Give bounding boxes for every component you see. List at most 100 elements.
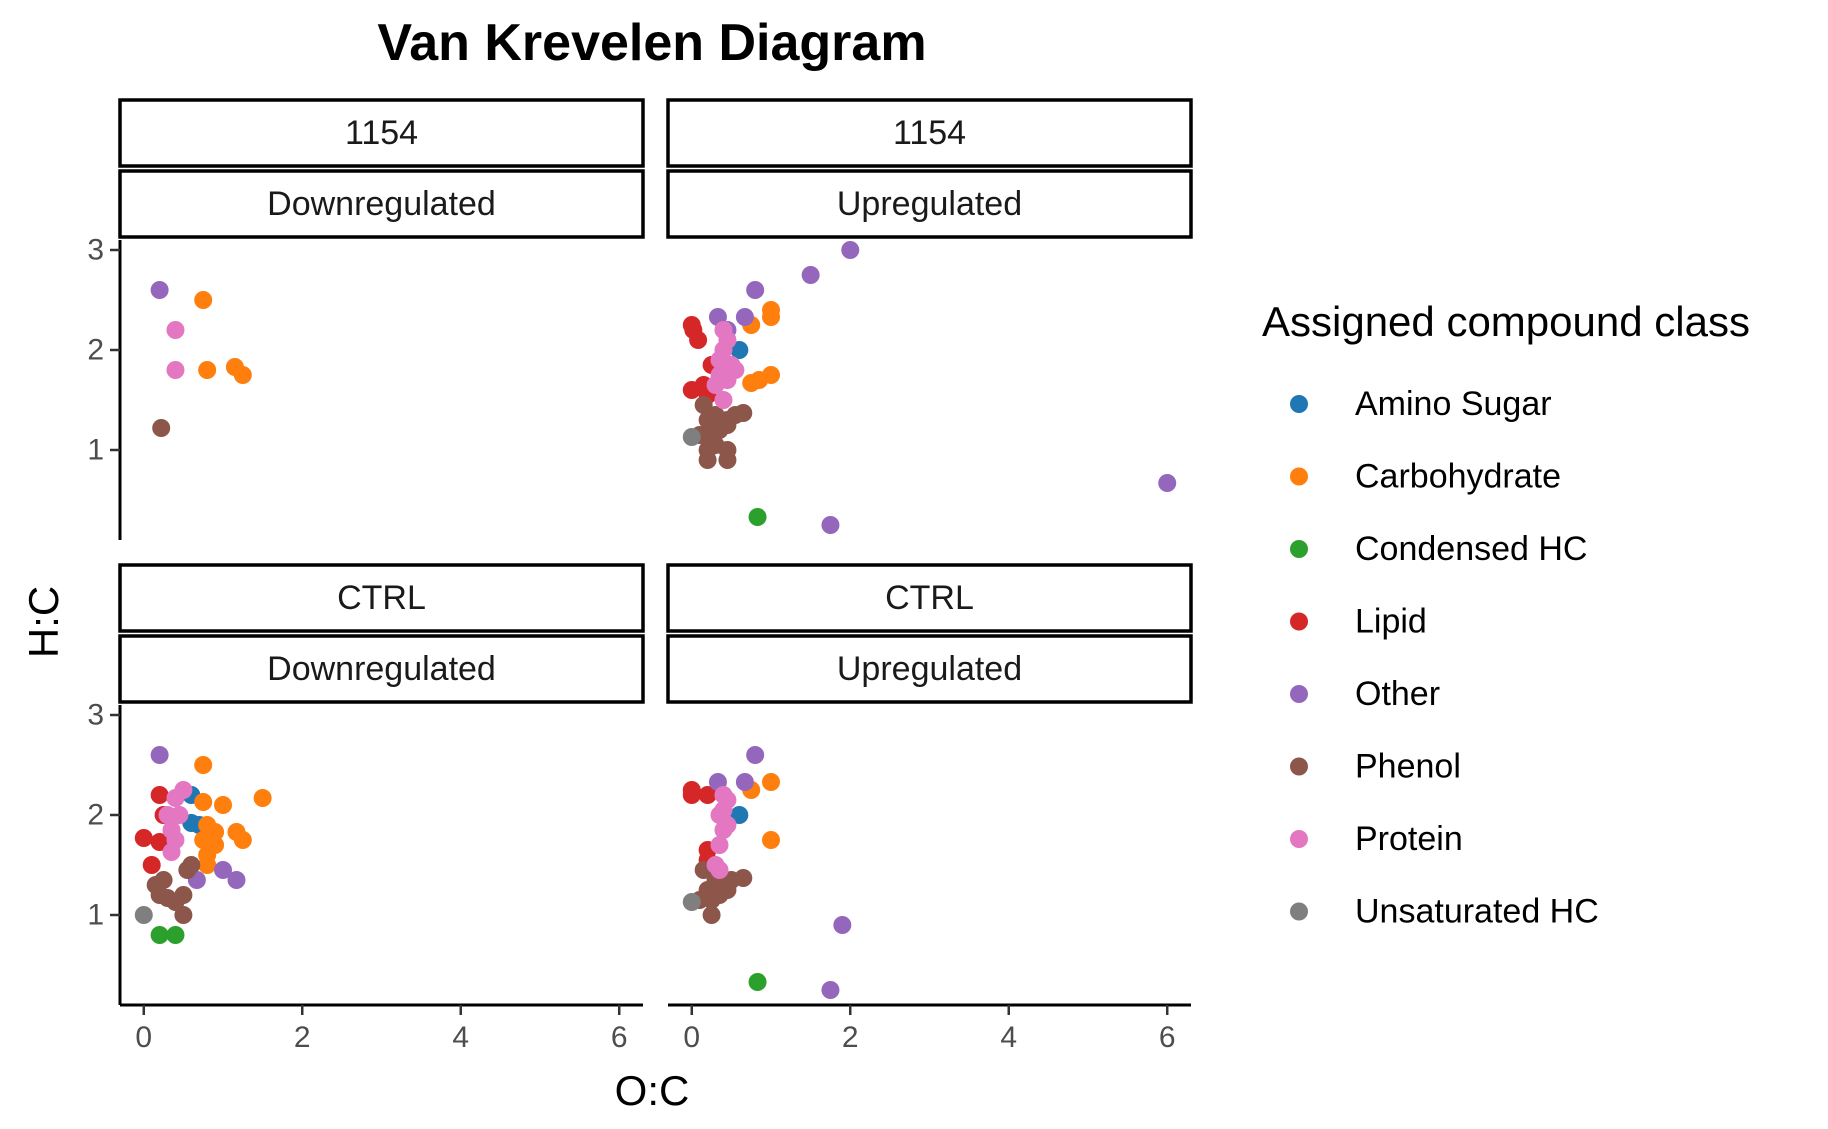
x-axis-title: O:C (615, 1067, 690, 1114)
data-point (682, 428, 701, 446)
facet-panel: CTRL Upregulated 0 2 4 6 (666, 563, 1193, 1054)
legend-item: Amino Sugar (1290, 385, 1552, 423)
facet-strip-bottom (118, 634, 645, 704)
x-tick-label: 4 (1000, 1021, 1017, 1054)
legend-label: Condensed HC (1355, 530, 1587, 568)
data-point (682, 893, 701, 911)
data-point (718, 451, 737, 469)
legend-label: Lipid (1355, 603, 1427, 641)
legend-item: Condensed HC (1290, 530, 1587, 568)
facet-strip-top-label: 1154 (345, 114, 418, 152)
y-axis-title: H:C (20, 586, 67, 658)
facet-panel: 1154 Downregulated 1 2 3 (87, 98, 645, 540)
data-point (730, 806, 749, 824)
data-point (150, 281, 169, 299)
data-point (166, 321, 185, 339)
facet-panel: 1154 Upregulated (666, 98, 1193, 534)
facet-strip-bottom (666, 169, 1193, 239)
x-tick-label: 6 (611, 1021, 628, 1054)
data-point (166, 789, 185, 807)
data-point (833, 916, 852, 934)
legend-key (1290, 757, 1308, 776)
data-point (194, 756, 213, 774)
data-point (710, 836, 729, 854)
data-point (689, 331, 708, 349)
data-point (150, 833, 169, 851)
y-tick-label: 2 (87, 799, 104, 832)
data-point (698, 451, 717, 469)
data-point (841, 241, 860, 259)
legend-key (1290, 612, 1308, 631)
chart-title: Van Krevelen Diagram (377, 14, 926, 72)
legend-key (1290, 830, 1308, 848)
facet-strip-top-label: 1154 (893, 114, 966, 152)
data-point (718, 416, 737, 434)
facet-strip-bottom-label: Upregulated (837, 650, 1022, 688)
facet-strip-bottom (666, 634, 1193, 704)
data-point (142, 856, 161, 874)
data-point (1158, 474, 1177, 492)
data-point (233, 366, 252, 384)
data-point (150, 786, 169, 804)
data-point (694, 396, 713, 414)
y-tick-label: 1 (87, 899, 104, 932)
data-point (682, 786, 701, 804)
y-tick-label: 1 (87, 434, 104, 467)
legend-label: Other (1355, 675, 1440, 713)
data-point (734, 404, 753, 422)
legend-key (1290, 540, 1308, 558)
data-point (174, 886, 193, 904)
data-point (714, 391, 733, 409)
data-point (194, 793, 213, 811)
facet-panels: 1154 Downregulated 1 2 3 1154 Upregulated CTRL D… (87, 98, 1193, 1054)
data-point (253, 789, 272, 807)
data-point (801, 266, 820, 284)
legend-label: Carbohydrate (1355, 458, 1561, 496)
data-point (174, 906, 193, 924)
legend-label: Phenol (1355, 748, 1461, 786)
legend-key (1290, 467, 1308, 486)
legend-key (1290, 685, 1308, 703)
legend-item: Phenol (1290, 748, 1461, 786)
data-point (702, 906, 721, 924)
data-point (762, 308, 781, 326)
data-point (134, 906, 153, 924)
data-point (150, 926, 169, 944)
y-tick-label: 2 (87, 334, 104, 367)
data-point (166, 926, 185, 944)
data-point (214, 861, 233, 879)
data-point (214, 796, 233, 814)
legend-key (1290, 395, 1308, 413)
data-point (746, 281, 765, 299)
y-tick-label: 3 (87, 699, 104, 732)
data-point (746, 746, 765, 764)
data-point (821, 981, 840, 999)
data-point (152, 419, 171, 437)
legend-item: Lipid (1290, 603, 1427, 641)
data-point (170, 806, 189, 824)
data-point (698, 786, 717, 804)
legend-title: Assigned compound class (1262, 298, 1750, 345)
y-tick-label: 3 (87, 234, 104, 267)
data-point (748, 973, 767, 991)
data-point (748, 508, 767, 526)
data-point (742, 374, 761, 392)
x-tick-label: 4 (452, 1021, 469, 1054)
facet-strip-bottom-label: Downregulated (267, 185, 496, 223)
data-point (762, 831, 781, 849)
legend-label: Unsaturated HC (1355, 893, 1599, 931)
data-point (198, 856, 217, 874)
data-point (166, 361, 185, 379)
legend-key (1290, 902, 1308, 921)
legend-label: Amino Sugar (1355, 385, 1552, 423)
data-point (706, 376, 725, 394)
data-point (710, 861, 729, 879)
x-tick-label: 0 (135, 1021, 152, 1054)
legend-item: Carbohydrate (1290, 458, 1561, 496)
data-point (150, 746, 169, 764)
data-point (730, 341, 749, 359)
data-point (134, 829, 153, 847)
data-point (714, 821, 733, 839)
facet-strip-top (118, 563, 645, 633)
legend-item: Protein (1290, 820, 1463, 858)
